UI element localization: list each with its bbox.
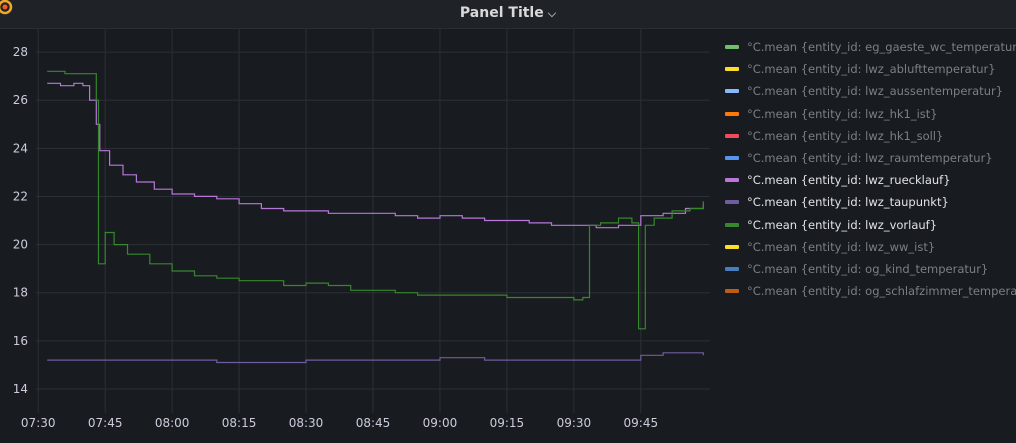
timeseries-chart[interactable]: 14 16 18 20 22 24 26 28 07:30 07:45 08:00 08:15 08:3… [0, 28, 716, 443]
x-tick-label: 08:30 [289, 416, 324, 430]
legend-swatch [725, 222, 739, 227]
x-tick-label: 08:45 [356, 416, 391, 430]
legend-swatch [725, 156, 739, 161]
series-line [47, 82, 704, 229]
legend-swatch [725, 266, 739, 271]
y-tick-label: 16 [13, 334, 28, 348]
legend-item[interactable]: °C.mean {entity_id: lwz_aussentemperatur… [722, 80, 1016, 102]
x-tick-label: 09:00 [423, 416, 458, 430]
panel-title-text[interactable]: Panel Title [459, 5, 544, 21]
legend-swatch [725, 111, 739, 116]
legend-label: °C.mean {entity_id: lwz_raumtemperatur} [747, 151, 993, 166]
x-tick-label: 08:00 [155, 416, 190, 430]
panel-header: Panel Title ⌵ [0, 0, 1016, 29]
x-tick-label: 08:15 [222, 416, 257, 430]
y-tick-label: 18 [13, 286, 28, 300]
legend-label: °C.mean {entity_id: lwz_hk1_soll} [747, 128, 944, 143]
y-tick-label: 20 [13, 238, 28, 252]
legend-swatch [725, 244, 739, 249]
legend-swatch [725, 178, 739, 183]
legend-label: °C.mean {entity_id: eg_gaeste_wc_tempera… [747, 40, 1016, 55]
x-tick-label: 09:30 [557, 416, 592, 430]
y-tick-label: 14 [13, 382, 28, 396]
legend-swatch [725, 289, 739, 294]
legend-label: °C.mean {entity_id: og_kind_temperatur} [747, 261, 989, 276]
series-line [47, 70, 704, 330]
chevron-down-icon[interactable]: ⌵ [547, 7, 557, 20]
legend-label: °C.mean {entity_id: lwz_taupunkt} [747, 195, 949, 210]
x-tick-label: 09:45 [624, 416, 659, 430]
legend-label: °C.mean {entity_id: lwz_hk1_ist} [747, 106, 938, 121]
legend-swatch [725, 67, 739, 72]
legend-label: °C.mean {entity_id: og_schlafzimmer_temp… [747, 284, 1016, 299]
legend-item[interactable]: °C.mean {entity_id: lwz_hk1_ist} [722, 103, 1016, 125]
grafana-logo-icon[interactable] [0, 0, 16, 18]
legend-item[interactable]: °C.mean {entity_id: og_kind_temperatur} [722, 258, 1016, 280]
legend-item[interactable]: °C.mean {entity_id: lwz_raumtemperatur} [722, 147, 1016, 169]
y-tick-label: 24 [13, 141, 28, 155]
x-tick-label: 07:30 [21, 416, 56, 430]
legend-swatch [725, 89, 739, 94]
legend-label: °C.mean {entity_id: lwz_ww_ist} [747, 239, 936, 254]
x-tick-label: 09:15 [490, 416, 525, 430]
legend-label: °C.mean {entity_id: lwz_aussentemperatur… [747, 84, 1004, 99]
legend-swatch [725, 200, 739, 205]
legend-label: °C.mean {entity_id: lwz_vorlauf} [747, 217, 938, 232]
legend-item[interactable]: °C.mean {entity_id: lwz_ablufttemperatur… [722, 58, 1016, 80]
legend-label: °C.mean {entity_id: lwz_ruecklauf} [747, 173, 951, 188]
legend-item[interactable]: °C.mean {entity_id: lwz_ruecklauf} [722, 169, 1016, 191]
legend-item[interactable]: °C.mean {entity_id: lwz_vorlauf} [722, 214, 1016, 236]
y-tick-label: 26 [13, 93, 28, 107]
series-line [47, 352, 704, 364]
legend-swatch [725, 45, 739, 50]
legend-item[interactable]: °C.mean {entity_id: og_schlafzimmer_temp… [722, 280, 1016, 302]
panel-title[interactable]: Panel Title ⌵ [0, 5, 1016, 21]
y-tick-label: 28 [13, 45, 28, 59]
y-tick-label: 22 [13, 189, 28, 203]
legend-item[interactable]: °C.mean {entity_id: lwz_taupunkt} [722, 191, 1016, 213]
legend-label: °C.mean {entity_id: lwz_ablufttemperatur… [747, 62, 996, 77]
x-tick-label: 07:45 [88, 416, 123, 430]
legend-swatch [725, 133, 739, 138]
legend-item[interactable]: °C.mean {entity_id: eg_gaeste_wc_tempera… [722, 36, 1016, 58]
legend-item[interactable]: °C.mean {entity_id: lwz_ww_ist} [722, 236, 1016, 258]
legend: °C.mean {entity_id: eg_gaeste_wc_tempera… [722, 36, 1016, 302]
legend-item[interactable]: °C.mean {entity_id: lwz_hk1_soll} [722, 125, 1016, 147]
